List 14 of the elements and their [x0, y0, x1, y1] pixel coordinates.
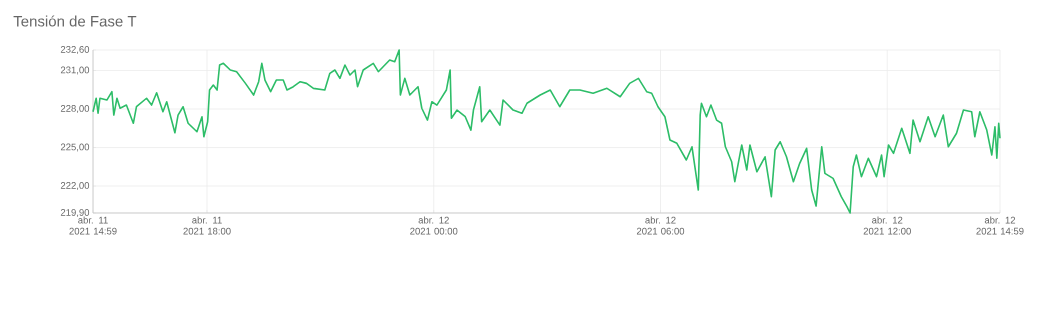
line-series — [92, 49, 1001, 214]
chart-title: Tensión de Fase T — [13, 15, 137, 27]
y-tick-label: 225,00 — [60, 143, 90, 152]
y-tick-label: 222,00 — [60, 182, 90, 190]
x-tick-label: abr. 12 2021 00:00 — [410, 216, 458, 235]
x-tick-label: abr. 12 2021 06:00 — [636, 216, 685, 235]
y-tick-label: 228,00 — [60, 105, 90, 113]
y-tick-label: 231,00 — [60, 66, 90, 75]
y-tick-label: 219,90 — [60, 209, 90, 217]
x-tick-label: abr. 11 2021 14:59 — [69, 216, 117, 235]
x-tick-label: abr. 12 2021 14:59 — [976, 216, 1024, 235]
x-tick-label: abr. 11 2021 18:00 — [183, 216, 231, 235]
y-tick-label: 232,60 — [60, 46, 90, 54]
x-tick-label: abr. 12 2021 12:00 — [863, 216, 911, 235]
